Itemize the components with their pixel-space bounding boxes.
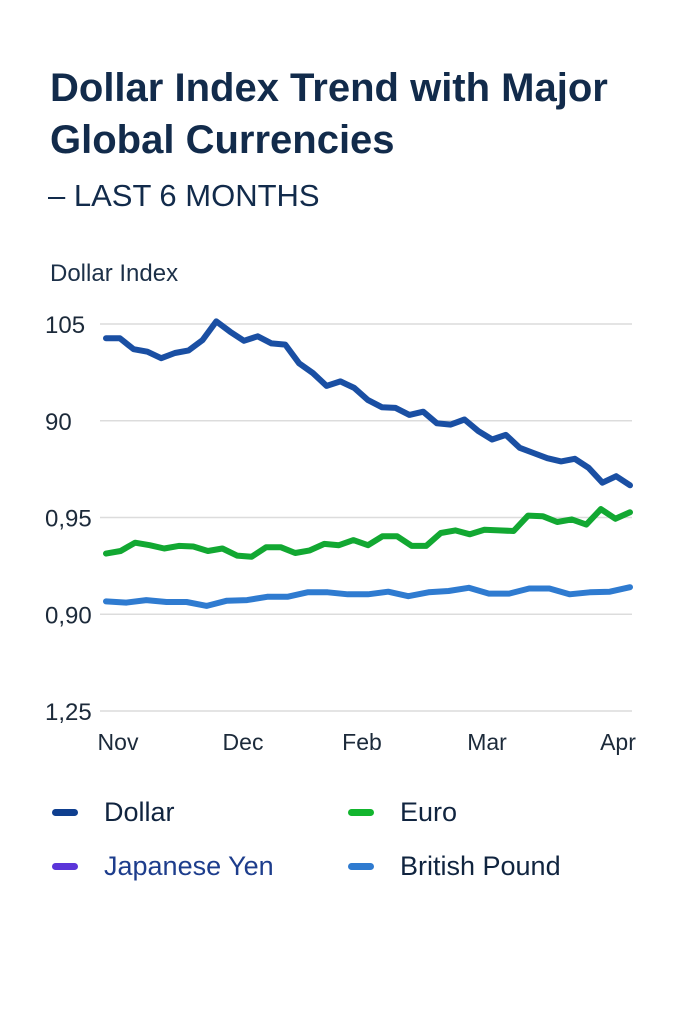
chart-title: Dollar Index Trend with Major Global Cur… xyxy=(50,66,608,162)
legend-swatch xyxy=(52,809,78,816)
legend-item-euro: Euro xyxy=(348,797,457,828)
legend-label: Dollar xyxy=(104,797,175,827)
legend-label: Euro xyxy=(400,797,458,827)
legend-swatch xyxy=(348,863,374,870)
legend-item-dollar: Dollar xyxy=(52,797,175,828)
legend-item-japanese-yen: Japanese Yen xyxy=(52,851,274,882)
legend-label: Japanese Yen xyxy=(104,851,274,881)
y-axis-label: Dollar Index xyxy=(50,260,179,287)
chart-subtitle: – LAST 6 MONTHS xyxy=(48,178,320,213)
y-tick-label: 90 xyxy=(45,409,72,436)
legend-label: British Pound xyxy=(400,851,561,881)
series-line-dollar xyxy=(103,318,633,489)
legend-item-british-pound: British Pound xyxy=(348,851,561,882)
legend-swatch xyxy=(348,809,374,816)
legend-swatch xyxy=(52,863,78,870)
y-tick-label: 105 xyxy=(45,312,85,339)
y-tick-label: 0,90 xyxy=(45,602,92,629)
series-line-british-pound xyxy=(103,584,633,609)
y-tick-label: 1,25 xyxy=(45,699,92,726)
x-tick-label: Mar xyxy=(467,729,507,755)
x-tick-label: Nov xyxy=(98,729,139,755)
x-tick-label: Feb xyxy=(342,729,382,755)
series-line-euro xyxy=(103,506,633,560)
x-tick-label: Apr xyxy=(600,729,636,755)
y-tick-label: 0,95 xyxy=(45,506,92,533)
x-tick-label: Dec xyxy=(223,729,264,755)
